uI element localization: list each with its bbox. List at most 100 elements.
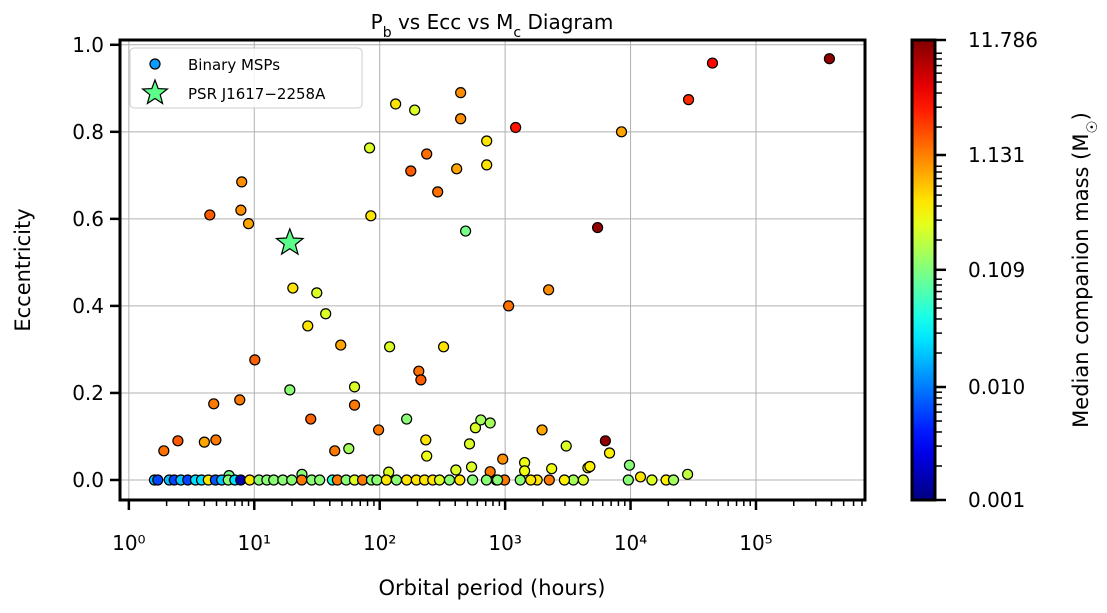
colorbar-tick-label: 1.131 xyxy=(968,143,1025,167)
data-point xyxy=(823,53,836,65)
x-tick-label: 10² xyxy=(363,531,396,555)
data-point xyxy=(244,474,256,486)
data-point xyxy=(242,218,255,230)
chart-title: Pb vs Ecc vs Mc Diagram xyxy=(371,10,614,41)
data-point xyxy=(390,98,402,110)
data-point xyxy=(329,445,341,457)
data-point xyxy=(469,422,482,434)
data-point xyxy=(558,474,571,486)
colorbar-tick-label: 0.010 xyxy=(968,375,1025,399)
data-point xyxy=(286,474,298,486)
data-point xyxy=(615,126,628,138)
data-point xyxy=(373,424,385,436)
data-point xyxy=(432,186,444,198)
legend-label-binary-msps: Binary MSPs xyxy=(188,56,280,74)
colorbar-tick-label: 11.786 xyxy=(968,28,1038,52)
data-point xyxy=(706,57,719,69)
data-point xyxy=(348,399,361,411)
data-point xyxy=(560,440,572,452)
data-point xyxy=(546,463,558,475)
data-point xyxy=(514,474,526,486)
x-tick-label: 10⁰ xyxy=(112,531,145,555)
data-point xyxy=(348,381,361,393)
legend-marker-star-icon xyxy=(140,78,170,105)
grid-lines xyxy=(120,40,865,500)
data-point xyxy=(314,474,326,486)
data-point xyxy=(646,474,658,486)
data-point xyxy=(343,443,355,455)
data-point xyxy=(503,300,515,312)
data-point xyxy=(584,460,596,473)
legend-box xyxy=(129,47,363,109)
data-point xyxy=(484,417,496,429)
data-point xyxy=(510,121,522,134)
legend: Binary MSPs PSR J1617−2258A xyxy=(129,47,363,109)
data-point xyxy=(235,204,247,216)
data-point xyxy=(401,413,413,425)
data-point xyxy=(682,468,694,480)
data-point xyxy=(287,282,299,294)
data-point xyxy=(363,142,376,154)
data-point xyxy=(335,339,347,351)
data-point xyxy=(421,450,433,462)
data-point xyxy=(208,398,220,410)
y-tick-label: 0.2 xyxy=(72,381,104,405)
data-point xyxy=(463,438,476,450)
x-tick-label: 10⁵ xyxy=(739,531,772,555)
data-point xyxy=(525,474,537,486)
colorbar-ticks: 0.001 0.010 0.109 1.131 11.786 xyxy=(935,28,1038,512)
data-point xyxy=(172,435,184,447)
data-point xyxy=(198,436,210,448)
data-point xyxy=(320,308,332,320)
x-axis-label: Orbital period (hours) xyxy=(379,576,606,600)
data-point xyxy=(415,374,427,386)
data-point xyxy=(210,434,222,446)
data-point xyxy=(519,465,531,477)
colorbar: 0.001 0.010 0.109 1.131 11.786 Median compan… xyxy=(910,28,1101,512)
data-point xyxy=(603,447,616,459)
data-point xyxy=(543,474,555,486)
data-point xyxy=(623,459,636,471)
data-point xyxy=(384,341,396,353)
data-point xyxy=(455,87,467,99)
data-point xyxy=(622,474,634,486)
x-tick-label: 10⁴ xyxy=(614,531,647,555)
x-axis-ticks: 10⁰ 10¹ 10² 10³ 10⁴ 10⁵ xyxy=(112,500,863,555)
data-point xyxy=(390,474,403,486)
data-point xyxy=(405,165,417,177)
data-point xyxy=(284,384,296,396)
data-points xyxy=(148,53,836,486)
data-point xyxy=(437,341,450,353)
colorbar-tick-label: 0.109 xyxy=(968,258,1025,282)
y-tick-label: 0.8 xyxy=(72,120,104,144)
colorbar-tick-label: 0.001 xyxy=(968,488,1025,512)
data-point xyxy=(491,474,504,486)
y-tick-label: 1.0 xyxy=(72,33,104,57)
data-point xyxy=(536,424,548,436)
y-axis-label: Eccentricity xyxy=(11,208,35,331)
data-point xyxy=(481,159,493,171)
data-point xyxy=(466,474,479,486)
data-point xyxy=(454,474,466,486)
data-point xyxy=(234,394,246,406)
data-point xyxy=(249,354,261,366)
x-tick-label: 10¹ xyxy=(238,531,271,555)
y-tick-label: 0.4 xyxy=(72,294,104,318)
data-point xyxy=(465,461,478,473)
data-point xyxy=(380,474,392,486)
data-point xyxy=(497,453,509,465)
data-point xyxy=(311,287,323,299)
data-point xyxy=(421,148,433,160)
data-point xyxy=(236,176,248,188)
data-point xyxy=(543,284,555,296)
legend-label-psr: PSR J1617−2258A xyxy=(188,85,326,103)
data-point xyxy=(667,474,680,486)
data-point xyxy=(433,474,446,486)
data-point xyxy=(158,445,170,457)
data-point xyxy=(451,163,463,175)
y-tick-label: 0.6 xyxy=(72,207,104,231)
data-point xyxy=(577,474,589,486)
data-point xyxy=(599,435,611,447)
data-point xyxy=(591,221,604,234)
